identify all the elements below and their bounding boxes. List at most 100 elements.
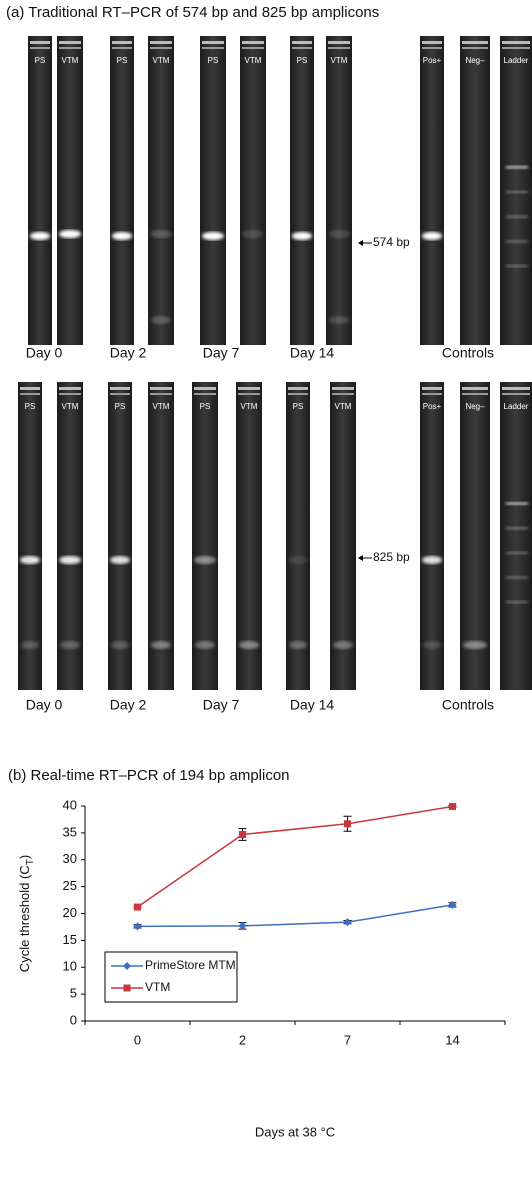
- y-tick-label: 20: [63, 905, 77, 920]
- gel-lane: [110, 36, 134, 345]
- point: [344, 918, 352, 926]
- well: [292, 47, 312, 49]
- well: [59, 41, 81, 44]
- well: [502, 47, 530, 49]
- well: [332, 387, 354, 390]
- ladder-band: [506, 215, 528, 218]
- well: [202, 41, 224, 44]
- ladder-band: [506, 166, 528, 169]
- gel-lane: [200, 36, 226, 345]
- gel-band: [288, 556, 308, 564]
- series-line: [138, 807, 453, 908]
- gel-smear: [151, 641, 171, 649]
- x-axis-label: Days at 38 °C: [255, 1124, 335, 1139]
- well: [422, 393, 442, 395]
- ladder-band: [506, 601, 528, 604]
- gel-lane: [500, 382, 532, 690]
- group-label: Day 7: [203, 345, 240, 361]
- lane-label: Neg–: [465, 56, 485, 65]
- gel-band: [110, 556, 130, 564]
- y-label-text: Cycle threshold (C: [17, 865, 32, 972]
- lane-label: PS: [25, 402, 36, 411]
- lane-label: VTM: [153, 402, 170, 411]
- well: [20, 393, 40, 395]
- ladder-band: [506, 551, 528, 554]
- gel-lane: [240, 36, 266, 345]
- gel-lane: [28, 36, 52, 345]
- lane-label: PS: [208, 56, 219, 65]
- well: [502, 41, 530, 44]
- well: [422, 47, 442, 49]
- well: [59, 393, 81, 395]
- size-marker: 574 bp: [373, 235, 410, 249]
- lane-label: Ladder: [504, 56, 529, 65]
- y-tick-label: 35: [63, 824, 77, 839]
- gel-band: [194, 556, 216, 564]
- well: [110, 393, 130, 395]
- gel-lane: [148, 36, 174, 345]
- well: [112, 47, 132, 49]
- well: [462, 41, 488, 44]
- gel-band: [30, 232, 50, 240]
- series-line: [138, 905, 453, 927]
- x-tick-label: 2: [239, 1032, 246, 1047]
- point: [134, 922, 142, 930]
- gel-lane: [57, 36, 83, 345]
- gel-band: [20, 556, 40, 564]
- gel-smear: [239, 641, 259, 649]
- lane-label: PS: [117, 56, 128, 65]
- chart-title: (b) Real-time RT–PCR of 194 bp amplicon: [8, 767, 290, 784]
- point: [134, 904, 141, 911]
- group-label: Day 14: [290, 345, 335, 361]
- gel-smear: [151, 316, 171, 324]
- well: [150, 47, 172, 49]
- lane-label: VTM: [241, 402, 258, 411]
- well: [328, 41, 350, 44]
- gel-band: [292, 232, 312, 240]
- gel-band: [328, 230, 350, 238]
- point: [344, 820, 351, 827]
- gel-smear: [423, 641, 441, 649]
- well: [288, 387, 308, 390]
- gel-smear: [329, 316, 349, 324]
- group-label: Controls: [442, 345, 494, 361]
- gel-smear: [195, 641, 215, 649]
- well: [242, 47, 264, 49]
- lane-label: Neg–: [465, 402, 485, 411]
- well: [292, 41, 312, 44]
- gel-band: [422, 232, 442, 240]
- group-label: Day 0: [26, 697, 63, 713]
- well: [20, 387, 40, 390]
- well: [422, 387, 442, 390]
- gel-lane: [290, 36, 314, 345]
- figure: (a) Traditional RT–PCR of 574 bp and 825…: [0, 0, 532, 1184]
- marker-arrowhead: [358, 555, 363, 561]
- well: [194, 393, 216, 395]
- lane-label: PS: [115, 402, 126, 411]
- lane-label: Ladder: [504, 402, 529, 411]
- well: [150, 393, 172, 395]
- gel-smear: [289, 641, 307, 649]
- ladder-band: [506, 265, 528, 268]
- gel-band: [112, 232, 132, 240]
- well: [332, 393, 354, 395]
- gel-smear: [21, 641, 39, 649]
- point: [449, 901, 457, 909]
- well: [328, 47, 350, 49]
- gel-lane: [460, 36, 490, 345]
- panel-a-title: (a) Traditional RT–PCR of 574 bp and 825…: [6, 4, 379, 21]
- lane-label: Pos+: [423, 402, 442, 411]
- group-label: Day 2: [110, 345, 147, 361]
- point: [449, 803, 456, 810]
- y-tick-label: 30: [63, 851, 77, 866]
- group-label: Day 14: [290, 697, 335, 713]
- gel-smear: [60, 641, 80, 649]
- well: [150, 387, 172, 390]
- well: [202, 47, 224, 49]
- legend-label: PrimeStore MTM: [145, 958, 236, 972]
- lane-label: PS: [297, 56, 308, 65]
- legend-label: VTM: [145, 980, 170, 994]
- gel-band: [422, 556, 442, 564]
- ladder-band: [506, 191, 528, 194]
- gel-smear: [333, 641, 353, 649]
